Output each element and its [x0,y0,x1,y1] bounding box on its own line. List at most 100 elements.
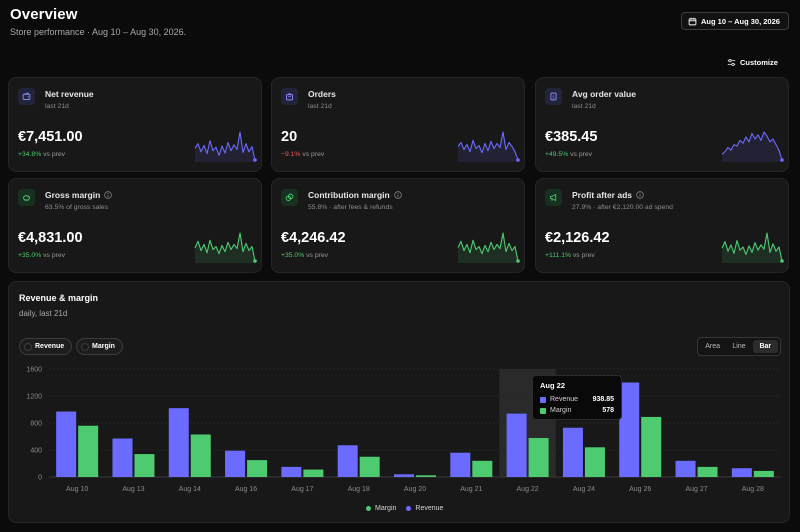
sparkline [457,232,520,263]
y-tick-label: 1200 [26,394,42,401]
x-tick-label: Aug 16 [235,486,257,493]
kpi-card-avg-order-value[interactable]: $ Avg order value last 21d €385.45 +49.5… [535,77,789,172]
bar-margin [190,434,211,477]
tooltip-title: Aug 22 [540,381,566,390]
piggy-bank-icon [18,189,35,206]
kpi-card-net-revenue[interactable]: Net revenue last 21d €7,451.00 +34.8% vs… [8,77,262,172]
bar-margin [697,466,718,477]
y-tick-label: 0 [38,475,42,482]
sparkline-endpoint [516,259,520,263]
tooltip-label: Revenue [550,396,579,403]
bar-margin [134,454,155,477]
bar-revenue [225,450,246,477]
sparkline [457,131,520,162]
kpi-value: 20 [281,129,298,145]
margin-series-toggle[interactable]: Margin [76,338,123,355]
view-line-button[interactable]: Line [732,343,746,350]
tooltip-row-margin: Margin 578 [540,405,614,416]
kpi-delta: +35.0% vs prev [281,252,329,259]
sparkline-area [458,233,518,263]
chart-legend: Margin Revenue [366,505,443,512]
tooltip-label: Margin [550,407,572,414]
kpi-sublabel: 27.9% · after €2,120.00 ad spend [572,204,673,211]
view-area-button[interactable]: Area [705,343,721,350]
legend-item-margin[interactable]: Margin [366,505,396,512]
tooltip-swatch [540,396,546,403]
date-range-button[interactable]: Aug 10 – Aug 30, 2026 [681,12,789,30]
bar-revenue [450,452,471,477]
kpi-value: €2,126.42 [545,230,610,246]
bar-revenue [731,468,752,477]
sparkline-line [721,232,783,262]
receipt-icon: $ [545,88,562,105]
customize-button[interactable]: Customize [727,56,778,68]
bar-revenue [394,474,414,477]
bar-revenue [56,411,77,477]
bar-margin [359,456,380,477]
bar-margin [78,425,99,477]
x-tick-label: Aug 28 [742,486,764,493]
kpi-sublabel: 55.8% · after fees & refunds [308,204,393,211]
sparkline-line [457,232,519,262]
kpi-sublabel: 63.5% of gross sales [45,204,109,211]
bar-margin [416,475,436,477]
chart-title: Revenue & margin [19,293,99,303]
x-tick-label: Aug 22 [517,486,539,493]
info-icon[interactable] [636,191,644,199]
sparkline [194,131,257,162]
view-bar-button[interactable]: Bar [752,340,778,353]
kpi-delta: +35.0% vs prev [18,252,66,259]
sparkline-line [194,232,256,262]
toggle-dot [81,343,89,351]
sparkline-endpoint [516,158,520,162]
kpi-card-gross-margin[interactable]: Gross margin 63.5% of gross sales €4,831… [8,178,262,273]
svg-text:$: $ [552,95,555,101]
info-icon[interactable] [104,191,113,199]
x-tick-label: Aug 27 [685,486,707,493]
bar-revenue [112,438,133,477]
kpi-delta: +111.1% vs prev [545,252,595,259]
bar-chart[interactable]: 0 400 800 1200 1600 Aug 10 Aug 13 Aug 14 Aug 16 A… [9,282,791,502]
kpi-label: Contribution margin [308,190,402,200]
x-tick-label: Aug 20 [404,486,426,493]
sparkline [721,232,784,263]
chart-view-switcher: Area Line Bar [697,337,781,356]
kpi-delta: +49.5% vs prev [545,151,593,158]
sparkline-line [721,131,783,161]
legend-item-revenue[interactable]: Revenue [406,505,443,512]
toggle-label: Revenue [35,343,65,350]
toggle-dot [24,343,32,351]
tooltip-value: 578 [602,407,614,414]
toggle-label: Margin [92,343,115,350]
info-icon[interactable] [393,191,402,199]
tooltip-swatch [540,407,546,414]
chart-subtitle: daily, last 21d [19,309,68,318]
kpi-label: Avg order value [572,89,636,99]
kpi-delta: +34.8% vs prev [18,151,66,158]
legend-label: Revenue [415,505,444,512]
page-title: Overview [10,6,78,23]
x-tick-label: Aug 26 [629,486,651,493]
y-tick-label: 400 [30,448,42,455]
coins-icon [281,189,298,206]
wallet-icon [18,88,35,105]
kpi-card-contribution-margin[interactable]: Contribution margin 55.8% · after fees &… [271,178,525,273]
kpi-delta: −9.1% vs prev [281,151,325,158]
legend-swatch [406,506,412,511]
sliders-icon [727,58,736,66]
x-tick-label: Aug 10 [66,486,88,493]
kpi-card-profit-after-ads[interactable]: Profit after ads 27.9% · after €2,120.00… [535,178,789,273]
page-header: Overview Store performance · Aug 10 – Au… [10,6,186,37]
kpi-sublabel: last 21d [45,103,69,110]
y-tick-label: 1600 [26,367,42,374]
kpi-sublabel: last 21d [572,103,596,110]
bar-revenue [675,460,696,477]
x-tick-label: Aug 24 [573,486,595,493]
revenue-series-toggle[interactable]: Revenue [19,338,72,355]
x-tick-label: Aug 18 [348,486,370,493]
bar-margin [247,460,268,477]
kpi-sublabel: last 21d [308,103,332,110]
kpi-card-orders[interactable]: Orders last 21d 20 −9.1% vs prev [271,77,525,172]
bar-revenue [506,413,527,477]
revenue-margin-chart-card: Revenue & margin daily, last 21d Revenue… [8,281,790,523]
